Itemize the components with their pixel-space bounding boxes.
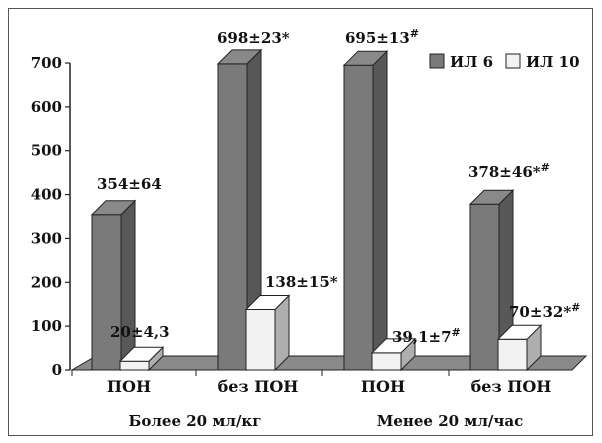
- y-tick-label: 0: [52, 361, 62, 379]
- y-tick-label: 100: [31, 317, 62, 335]
- group-label: Менее 20 мл/час: [377, 412, 523, 430]
- bar-front: [91, 214, 122, 371]
- x-tick-label: без ПОН: [471, 377, 552, 396]
- bar-il6: [216, 48, 263, 372]
- bar-il10: [370, 337, 417, 372]
- bar-il10: [118, 346, 165, 372]
- x-tick-label: без ПОН: [218, 377, 299, 396]
- legend-swatch: [429, 53, 445, 69]
- x-tick-label: ПОН: [361, 377, 405, 396]
- y-tick-label: 200: [31, 273, 62, 291]
- data-label: 378±46*#: [468, 161, 550, 181]
- bar-top: [370, 338, 417, 354]
- bar-front: [497, 338, 528, 371]
- bar-side: [120, 199, 136, 372]
- data-label: 70±32*#: [509, 301, 580, 321]
- data-label: 39,1±7#: [392, 326, 461, 346]
- chart-floor: [70, 355, 588, 371]
- y-tick-label: 400: [31, 186, 62, 204]
- bar-il10: [496, 324, 543, 372]
- y-tick-label: 700: [31, 54, 62, 72]
- bar-il6: [468, 189, 515, 372]
- bar-il10: [244, 294, 291, 372]
- bar-top: [244, 294, 291, 310]
- bar-top: [90, 200, 137, 216]
- bar-front: [119, 360, 150, 371]
- bar-top: [216, 49, 263, 65]
- bar-front: [245, 308, 276, 371]
- bar-front: [217, 63, 248, 371]
- data-label: 698±23*: [217, 29, 290, 47]
- data-label: 20±4,3: [110, 323, 170, 341]
- legend-label: ИЛ 10: [526, 53, 580, 71]
- bar-top: [342, 50, 389, 66]
- bar-il6: [342, 49, 389, 372]
- data-label: 695±13#: [345, 27, 419, 47]
- data-label: 354±64: [97, 175, 162, 193]
- bar-top: [468, 189, 515, 205]
- group-label: Более 20 мл/кг: [129, 412, 262, 430]
- bar-front: [371, 352, 402, 371]
- legend-swatch: [505, 53, 521, 69]
- bar-top: [118, 346, 165, 362]
- bar-top: [496, 324, 543, 340]
- bar-front: [469, 203, 500, 371]
- bar-il6: [90, 199, 137, 372]
- y-tick-label: 600: [31, 98, 62, 116]
- legend-label: ИЛ 6: [450, 53, 493, 71]
- y-tick-label: 300: [31, 229, 62, 247]
- bar-front: [343, 64, 374, 371]
- legend: ИЛ 6 ИЛ 10: [429, 53, 580, 71]
- data-label: 138±15*: [265, 273, 338, 291]
- x-tick-label: ПОН: [107, 377, 151, 396]
- bar-side: [372, 49, 388, 372]
- y-tick-label: 500: [31, 142, 62, 160]
